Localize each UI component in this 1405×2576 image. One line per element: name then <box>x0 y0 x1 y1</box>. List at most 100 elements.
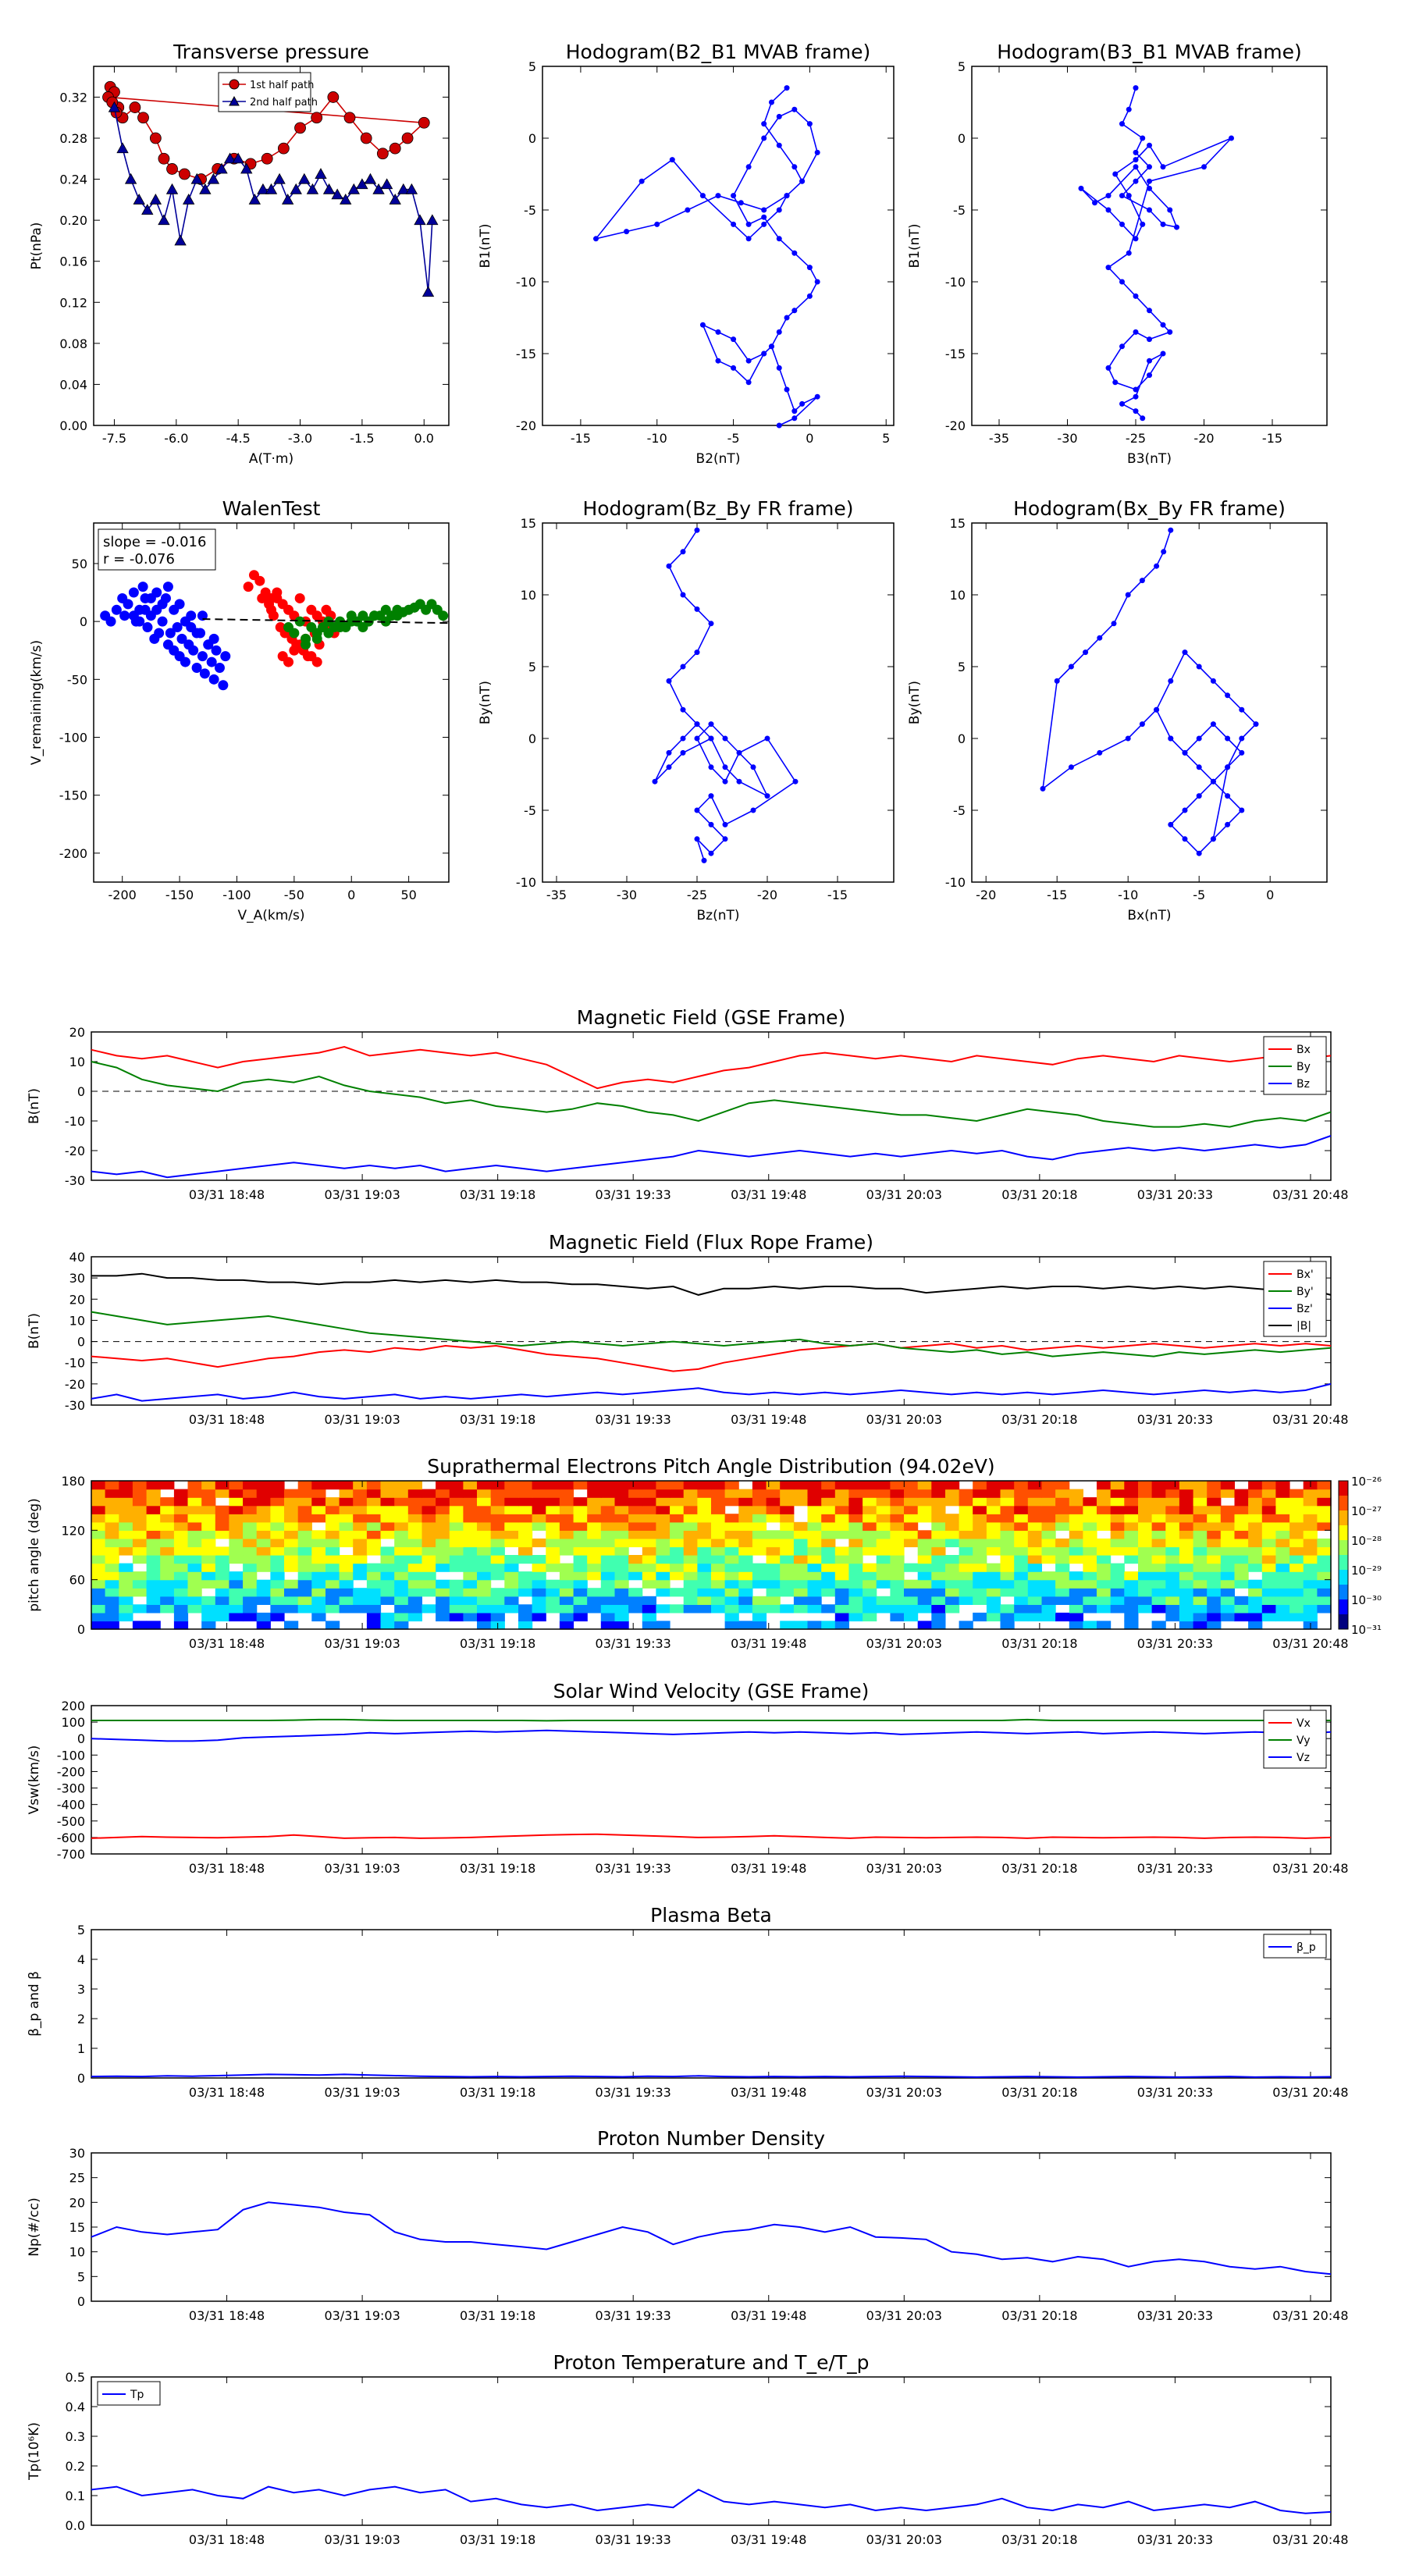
pad-cell <box>587 1538 602 1548</box>
pad-cell <box>973 1505 987 1514</box>
hodogram-b3-b1-point-0-7 <box>1119 193 1125 199</box>
pad-cell <box>1179 1489 1194 1498</box>
walen-test-point-0-1 <box>105 616 116 627</box>
pad-cell <box>1193 1555 1208 1564</box>
pad-cell <box>1041 1481 1056 1490</box>
pad-cell <box>1124 1612 1139 1622</box>
pad-cell <box>339 1596 354 1605</box>
pad-cell <box>422 1604 436 1614</box>
hodogram-bx-by-point-0-33 <box>1210 778 1216 785</box>
walen-test-point-0-49 <box>162 582 173 592</box>
pad-cell <box>477 1489 492 1498</box>
pad-cell <box>1303 1563 1318 1572</box>
hodogram-b3-b1-series-line-0 <box>1080 87 1232 419</box>
pad-cell <box>463 1604 478 1614</box>
pad-cell <box>1261 1530 1276 1539</box>
hodogram-bz-by-xtick-label: -20 <box>757 888 777 902</box>
pad-cell <box>1193 1579 1208 1589</box>
pad-cell <box>91 1588 106 1597</box>
pad-cell <box>834 1555 849 1564</box>
walen-test-ytick-label: -150 <box>59 788 87 803</box>
pad-cell <box>697 1563 712 1572</box>
pad-cell <box>394 1546 409 1556</box>
hodogram-bz-by-xtick-label: -30 <box>617 888 637 902</box>
pad-cell <box>807 1604 822 1614</box>
pad-cell <box>449 1489 464 1498</box>
pad-cell <box>311 1555 326 1564</box>
pad-cell <box>587 1555 602 1564</box>
pad-cell <box>1014 1596 1029 1605</box>
pad-cell <box>1000 1489 1015 1498</box>
pad-cell <box>436 1505 450 1514</box>
transverse-pressure-point-1-38 <box>422 286 435 297</box>
pad-cell <box>587 1497 602 1507</box>
pad-cell <box>931 1604 946 1614</box>
pad-cell <box>449 1530 464 1539</box>
pad-cell <box>697 1555 712 1564</box>
beta-ylabel: β_p and β <box>27 1971 42 2037</box>
pad-cell <box>1234 1579 1249 1589</box>
hodogram-bx-by-point-0-36 <box>1168 735 1174 742</box>
transverse-pressure-frame <box>93 66 450 426</box>
pad-cell <box>1069 1530 1083 1539</box>
pad-cell <box>559 1489 574 1498</box>
pad-cell <box>284 1621 299 1630</box>
pad-cell <box>738 1563 753 1572</box>
pad-cell <box>119 1514 133 1523</box>
transverse-pressure-legend-label-1: 2nd half path <box>250 97 318 109</box>
temperature-xtick-label: 03/31 20:33 <box>1137 2532 1213 2547</box>
pad-cell <box>270 1571 285 1581</box>
pad-cell <box>559 1596 574 1605</box>
pad-cell <box>821 1571 836 1581</box>
transverse-pressure-legend-label-0: 1st half path <box>250 80 314 91</box>
pad-cell <box>863 1604 877 1614</box>
pad-cell <box>1317 1521 1332 1531</box>
pad-cell <box>1317 1481 1332 1490</box>
pad-cell <box>1193 1514 1208 1523</box>
pad-cell <box>573 1588 588 1597</box>
pad-cell <box>380 1489 395 1498</box>
pad-cell <box>683 1505 698 1514</box>
transverse-pressure-point-1-39 <box>426 214 439 226</box>
pad-cell <box>201 1612 216 1622</box>
mag-gse-xtick-label: 03/31 19:03 <box>324 1187 400 1202</box>
pad-cell <box>394 1571 409 1581</box>
walen-test-point-0-19 <box>165 628 176 639</box>
hodogram-b3-b1-point-0-21 <box>1126 193 1132 199</box>
pad-cell <box>311 1596 326 1605</box>
pad-cell <box>1110 1497 1125 1507</box>
pad-cell <box>697 1514 712 1523</box>
pad-cell <box>600 1563 615 1572</box>
pad-cell <box>1179 1588 1194 1597</box>
pad-cell <box>132 1621 148 1630</box>
pad-cell <box>1303 1514 1318 1523</box>
density-xtick-label: 03/31 19:48 <box>731 2308 806 2323</box>
pad-cell <box>477 1530 492 1539</box>
pad-cell <box>1014 1514 1029 1523</box>
pad-cell <box>436 1588 450 1597</box>
hodogram-b3-b1-point-0-14 <box>1105 193 1112 199</box>
pad-cell <box>1027 1514 1042 1523</box>
pad-cell <box>243 1530 258 1539</box>
pad-cell <box>1041 1505 1056 1514</box>
pad-cell <box>187 1596 202 1605</box>
hodogram-bz-by-point-0-14 <box>652 778 658 785</box>
transverse-pressure-point-1-16 <box>240 162 253 174</box>
pad-cell <box>600 1530 615 1539</box>
transverse-pressure-point-1-33 <box>380 178 393 190</box>
pad-cell <box>1000 1538 1015 1548</box>
pad-cell <box>132 1588 148 1597</box>
pad-cell <box>559 1612 574 1622</box>
pad-cell <box>546 1481 560 1490</box>
pad-cell <box>1165 1596 1180 1605</box>
pad-cell <box>243 1489 258 1498</box>
pad-cell <box>297 1505 312 1514</box>
mag-gse-ytick-label: 0 <box>77 1084 85 1099</box>
hodogram-b3-b1-point-0-13 <box>1133 164 1139 170</box>
pad-cell <box>1110 1481 1125 1490</box>
pad-cell <box>1014 1571 1029 1581</box>
pad-cell <box>91 1546 106 1556</box>
pad-cell <box>766 1579 781 1589</box>
pad-cell <box>1055 1596 1070 1605</box>
pad-cell <box>546 1489 560 1498</box>
